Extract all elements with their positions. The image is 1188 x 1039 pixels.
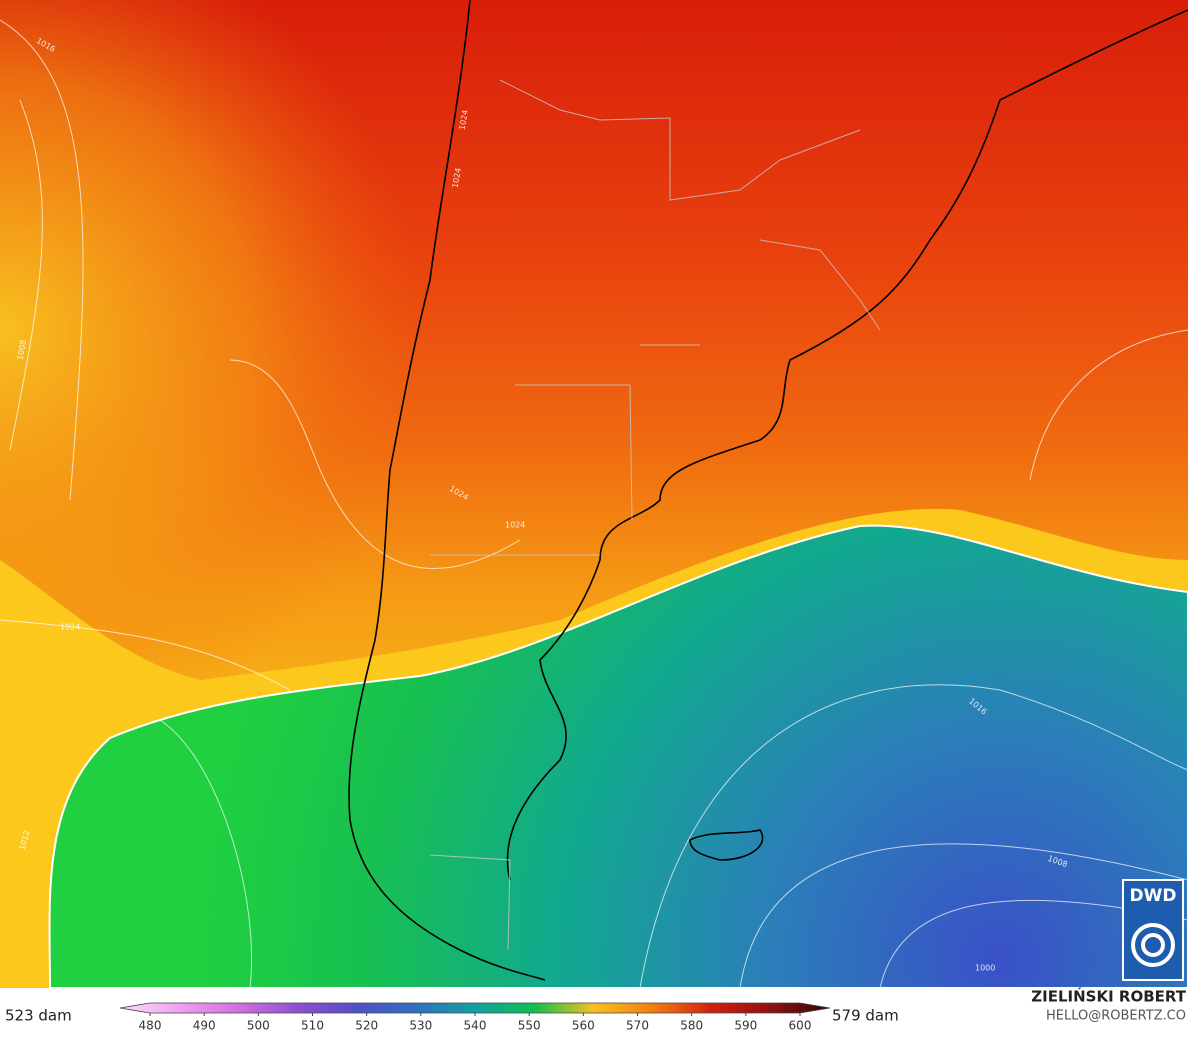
map-area: 1016 1008 1024 1024 1024 1024 1024 1012 … xyxy=(0,0,1188,989)
colorbar-tick-label: 490 xyxy=(193,1019,216,1033)
isobar-label: 1024 xyxy=(451,167,463,189)
colorbar-min: 523 dam xyxy=(5,1007,72,1025)
colorbar-tick-label: 580 xyxy=(680,1019,703,1033)
logo-spiral xyxy=(1131,923,1175,967)
colorbar-tick-label: 500 xyxy=(247,1019,270,1033)
credit-name: ZIELIŃSKI ROBERT xyxy=(1031,987,1186,1006)
colorbar-tick-label: 590 xyxy=(734,1019,757,1033)
isobar-label: 1000 xyxy=(975,964,995,973)
credit-contact: HELLO@ROBERTZ.CO xyxy=(1046,1009,1186,1024)
isobars xyxy=(0,19,1188,989)
colorbar: 523 dam 579 dam 480 490 500 510 520 530 540 550… xyxy=(5,1002,899,1033)
isobar-label: 1008 xyxy=(16,339,28,361)
colorbar-tick-label: 570 xyxy=(626,1019,649,1033)
coastline xyxy=(348,0,1188,981)
logo-spiral xyxy=(1141,933,1165,957)
borders xyxy=(429,79,881,951)
colorbar-tick-label: 510 xyxy=(301,1019,324,1033)
isobar-label: 1024 xyxy=(60,623,80,632)
colorbar-tick-label: 600 xyxy=(789,1019,812,1033)
logo: DWD xyxy=(1122,879,1184,981)
colorbar-ramp xyxy=(119,1002,831,1014)
isobar-label: 1024 xyxy=(505,521,525,530)
cold-field xyxy=(48,524,1188,989)
colorbar-max: 579 dam xyxy=(832,1007,899,1025)
colorbar-tick-label: 540 xyxy=(464,1019,487,1033)
colorbar-tick-label: 520 xyxy=(355,1019,378,1033)
isobar-label: 1024 xyxy=(458,109,470,131)
colorbar-tick-label: 480 xyxy=(139,1019,162,1033)
colorbar-tick-label: 550 xyxy=(518,1019,541,1033)
logo-text: DWD xyxy=(1130,886,1177,906)
colorbar-tick-label: 530 xyxy=(409,1019,432,1033)
colorbar-tick-label: 560 xyxy=(572,1019,595,1033)
